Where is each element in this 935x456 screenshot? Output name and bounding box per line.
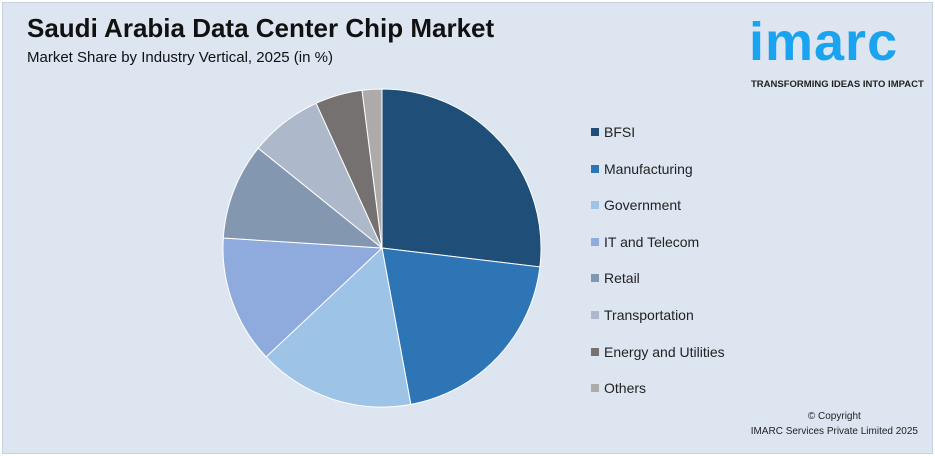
legend-item: IT and Telecom	[591, 233, 699, 251]
legend-swatch	[591, 164, 599, 173]
legend-swatch	[591, 274, 599, 283]
legend-label: Manufacturing	[604, 160, 693, 177]
company-line: IMARC Services Private Limited 2025	[750, 426, 918, 437]
legend-item: Retail	[591, 269, 640, 287]
chart-subtitle: Market Share by Industry Vertical, 2025 …	[27, 49, 333, 66]
legend-item: BFSI	[591, 123, 635, 141]
legend-item: Energy and Utilities	[591, 343, 725, 361]
pie-slice-bfsi	[381, 88, 542, 268]
legend-swatch	[591, 384, 599, 393]
pie-slice-others	[361, 88, 383, 249]
copyright-notice: © Copyright IMARC Services Private Limit…	[751, 409, 918, 439]
legend-label: BFSI	[604, 124, 636, 140]
legend-item: Government	[591, 196, 681, 214]
legend-swatch	[591, 311, 599, 319]
pie-slice-manufacturing	[381, 247, 541, 405]
legend-label: Energy and Utilities	[604, 343, 725, 360]
legend-label: IT and Telecom	[604, 233, 700, 250]
chart-title: Saudi Arabia Data Center Chip Market	[27, 13, 495, 43]
imarc-logo: imarc TRANSFORMING IDEAS INTO IMPACT	[749, 11, 929, 95]
legend-swatch	[591, 347, 599, 356]
pie-chart	[222, 88, 542, 408]
legend-item: Transportation	[591, 306, 694, 324]
logo-wordmark: imarc	[749, 12, 899, 72]
pie-slice-government	[265, 247, 412, 408]
pie-slice-retail	[222, 147, 384, 249]
legend-swatch	[591, 201, 599, 210]
legend-label: Government	[604, 197, 682, 214]
legend-item: Others	[591, 379, 646, 397]
logo-tagline: TRANSFORMING IDEAS INTO IMPACT	[751, 79, 924, 90]
legend-label: Others	[604, 380, 647, 397]
legend-label: Transportation	[604, 307, 694, 323]
pie-slice-it-and-telecom	[222, 237, 384, 358]
legend-swatch	[591, 237, 599, 246]
copyright-line: © Copyright	[807, 411, 861, 422]
legend-swatch	[591, 128, 599, 136]
legend-label: Retail	[604, 270, 640, 287]
legend-item: Manufacturing	[591, 160, 693, 178]
